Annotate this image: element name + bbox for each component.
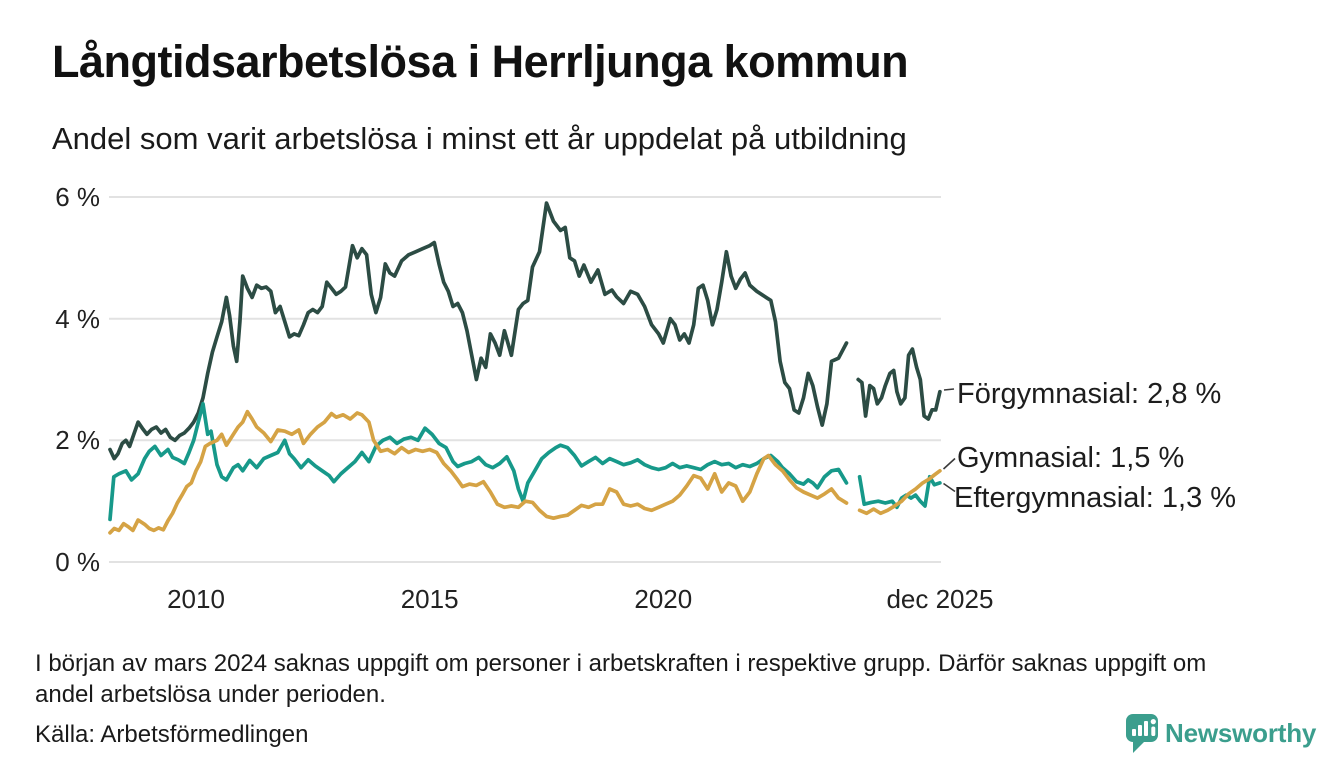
series-end-label-eftergymnasial: Eftergymnasial: 1,3 % (954, 482, 1237, 514)
y-axis-tick-label: 4 % (55, 303, 100, 334)
x-axis-tick-label: dec 2025 (886, 584, 994, 614)
series-line-förgymnasial (108, 201, 942, 461)
label-connector (943, 388, 955, 391)
x-axis-tick-label: 2015 (400, 584, 459, 614)
y-axis-tick-label: 0 % (55, 547, 100, 577)
x-axis-tick-label: 2020 (634, 584, 693, 614)
source-credit: Källa: Arbetsförmedlingen (35, 721, 309, 748)
footnote: I början av mars 2024 saknas uppgift om … (35, 650, 1207, 708)
series-line-gymnasial (108, 409, 942, 535)
page-title: Långtidsarbetslösa i Herrljunga kommun (52, 36, 909, 87)
x-axis-tick-label: 2010 (167, 584, 225, 614)
series-end-label-forgymnasial: Förgymnasial: 2,8 % (957, 378, 1222, 410)
page-subtitle: Andel som varit arbetslösa i minst ett å… (52, 121, 907, 156)
newsworthy-logo-text[interactable]: Newsworthy (1165, 718, 1317, 748)
y-axis-tick-label: 2 % (55, 425, 100, 456)
newsworthy-logo-icon[interactable] (1124, 712, 1162, 756)
series-end-label-gymnasial: Gymnasial: 1,5 % (957, 442, 1185, 474)
label-connector (942, 457, 956, 470)
y-axis-tick-label: 6 % (55, 182, 100, 212)
label-connector (943, 482, 956, 493)
